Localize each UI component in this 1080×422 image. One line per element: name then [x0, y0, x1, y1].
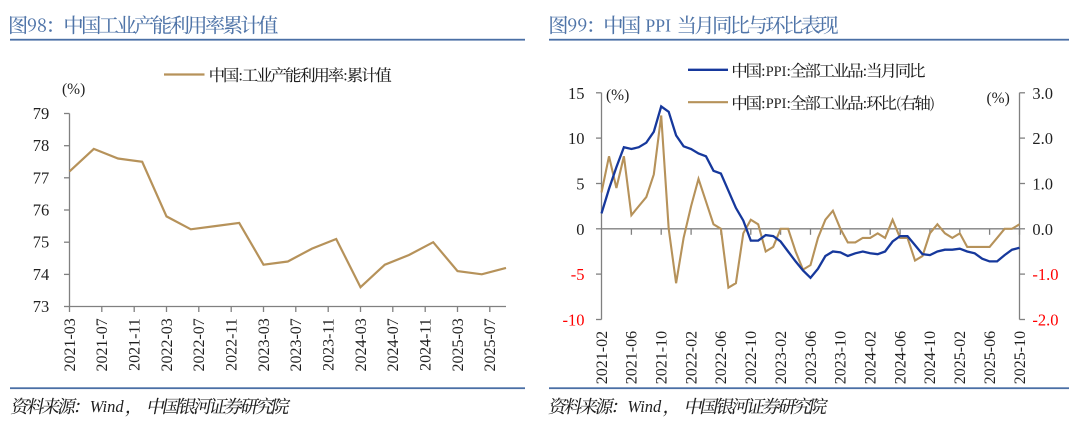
svg-text:PPI: PPI [766, 64, 787, 80]
svg-text:2022-11: 2022-11 [224, 318, 241, 371]
svg-text:PPI: PPI [766, 96, 787, 112]
svg-text:2025-07: 2025-07 [482, 318, 499, 371]
svg-text:2023-06: 2023-06 [803, 331, 820, 384]
svg-text:2.0: 2.0 [1032, 129, 1053, 148]
svg-text:2021-11: 2021-11 [127, 318, 144, 371]
svg-text:2025-06: 2025-06 [982, 331, 999, 384]
svg-text:2024-10: 2024-10 [922, 331, 939, 384]
svg-text:(%): (%) [987, 90, 1010, 107]
svg-text:2021-06: 2021-06 [624, 331, 641, 384]
svg-text:2024-11: 2024-11 [418, 318, 435, 371]
svg-text:2024-03: 2024-03 [353, 318, 370, 371]
svg-text:Wind: Wind [627, 397, 662, 416]
svg-text:0.0: 0.0 [1032, 220, 1053, 239]
svg-text:1.0: 1.0 [1032, 175, 1053, 194]
svg-text:2025-10: 2025-10 [1012, 331, 1029, 384]
svg-text:2023-03: 2023-03 [256, 318, 273, 371]
svg-text:78: 78 [33, 136, 50, 155]
svg-text:76: 76 [33, 201, 50, 220]
svg-text:2024-07: 2024-07 [385, 318, 402, 371]
svg-text:77: 77 [33, 168, 50, 187]
svg-text:(%): (%) [62, 81, 85, 98]
svg-text:2024-02: 2024-02 [863, 331, 880, 384]
svg-text:79: 79 [33, 104, 50, 123]
svg-text:-2.0: -2.0 [1032, 311, 1058, 330]
svg-text:2023-11: 2023-11 [321, 318, 338, 371]
svg-text:2021-10: 2021-10 [654, 331, 671, 384]
svg-text:3.0: 3.0 [1032, 84, 1053, 103]
svg-text:15: 15 [568, 84, 585, 103]
svg-text:10: 10 [568, 129, 585, 148]
svg-text:2021-02: 2021-02 [594, 331, 611, 384]
svg-text:2022-03: 2022-03 [159, 318, 176, 371]
svg-text:5: 5 [576, 175, 584, 194]
svg-text:(%): (%) [606, 87, 629, 104]
svg-text:2022-06: 2022-06 [713, 331, 730, 384]
svg-text:2025-03: 2025-03 [450, 318, 467, 371]
svg-text:75: 75 [33, 233, 50, 252]
svg-text:2024-06: 2024-06 [892, 331, 909, 384]
svg-text:-5: -5 [571, 265, 585, 284]
svg-text:2023-07: 2023-07 [288, 318, 305, 371]
svg-text:73: 73 [33, 297, 50, 316]
svg-text:-1.0: -1.0 [1032, 265, 1058, 284]
svg-text:2022-10: 2022-10 [743, 331, 760, 384]
svg-text:2022-07: 2022-07 [191, 318, 208, 371]
svg-text:Wind: Wind [90, 397, 125, 416]
svg-text:74: 74 [33, 265, 50, 284]
svg-text:2023-10: 2023-10 [833, 331, 850, 384]
svg-text:-10: -10 [563, 311, 585, 330]
svg-text:2021-07: 2021-07 [94, 318, 111, 371]
svg-text:2022-02: 2022-02 [683, 331, 700, 384]
svg-text:2021-03: 2021-03 [62, 318, 79, 371]
svg-text:2025-02: 2025-02 [952, 331, 969, 384]
svg-text:PPI: PPI [645, 16, 671, 36]
svg-text:2023-02: 2023-02 [773, 331, 790, 384]
svg-text:0: 0 [576, 220, 584, 239]
